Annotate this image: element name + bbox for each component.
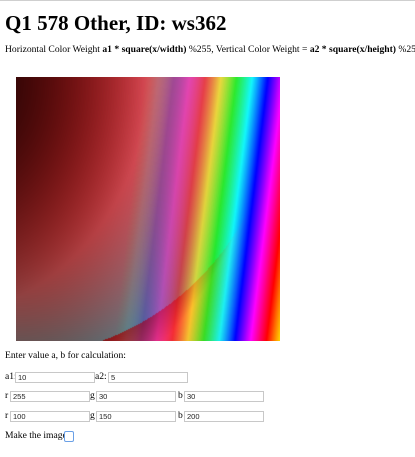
a1-label: a1: xyxy=(5,371,17,382)
desc-formula-vertical: a2 * square(x/height) xyxy=(309,44,396,55)
b1-label: b xyxy=(178,390,183,401)
a1-input[interactable] xyxy=(15,372,95,383)
desc-text-1: Horizontal Color Weight xyxy=(5,44,103,55)
generated-image xyxy=(16,77,280,341)
r1-input[interactable] xyxy=(10,391,90,402)
g1-label: g xyxy=(90,390,95,401)
r1-label: r xyxy=(5,390,9,401)
page-title: Q1 578 Other, ID: ws362 xyxy=(5,11,227,35)
r2-label: r xyxy=(5,410,9,421)
b2-label: b xyxy=(178,410,183,421)
g2-label: g xyxy=(90,410,95,421)
desc-text-2: %255, Vertical Color Weight = xyxy=(186,44,310,55)
r2-input[interactable] xyxy=(10,411,90,422)
formula-description: Horizontal Color Weight a1 * square(x/wi… xyxy=(5,44,415,56)
g2-input[interactable] xyxy=(96,411,176,422)
desc-formula-horizontal: a1 * square(x/width) xyxy=(102,44,187,55)
b1-input[interactable] xyxy=(184,391,264,402)
make-image-checkbox[interactable] xyxy=(64,431,74,442)
b2-input[interactable] xyxy=(184,411,264,422)
g1-input[interactable] xyxy=(96,391,176,402)
input-prompt: Enter value a, b for calculation: xyxy=(5,350,126,361)
desc-text-3: %255 xyxy=(398,44,415,55)
make-image-label: Make the image xyxy=(5,430,67,441)
generated-image-canvas xyxy=(16,77,280,341)
a2-label: a2: xyxy=(95,371,107,382)
top-divider xyxy=(0,0,415,1)
a2-input[interactable] xyxy=(108,372,188,383)
